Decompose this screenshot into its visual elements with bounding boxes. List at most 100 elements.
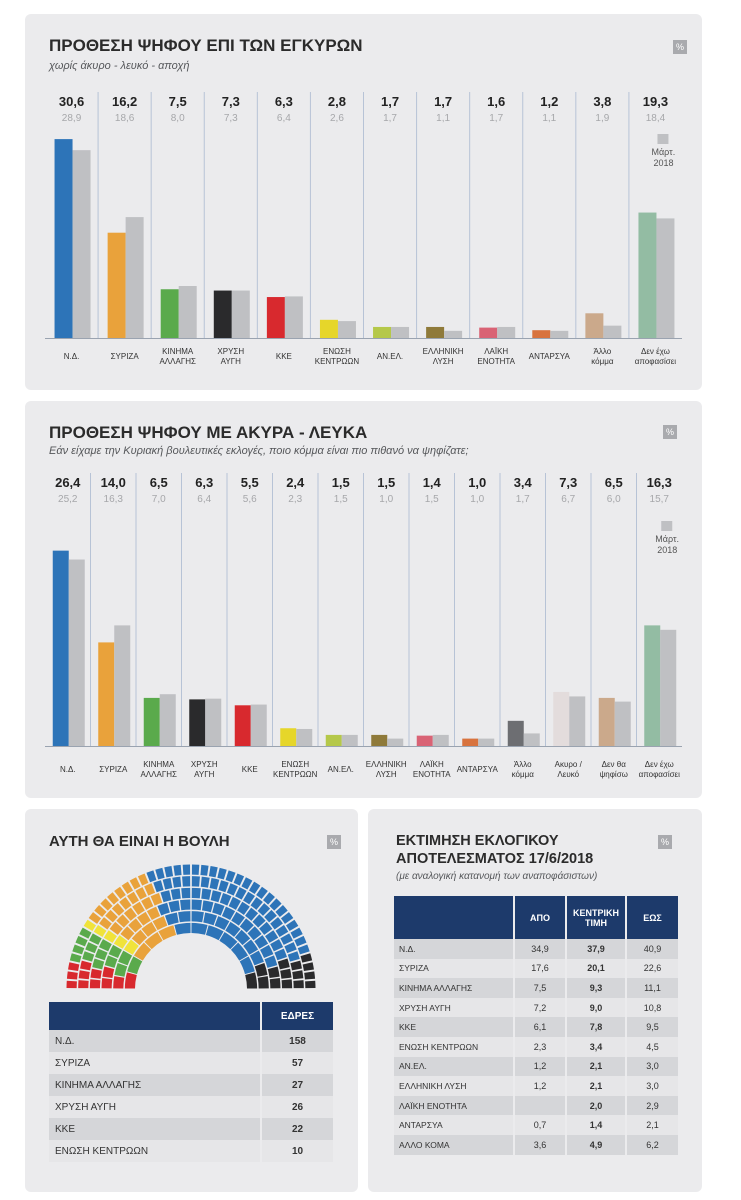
seat (78, 980, 89, 989)
category-label: Άλλο (594, 347, 612, 356)
seat (160, 890, 172, 903)
from-value: 0,7 (512, 1115, 566, 1135)
central-value: 20,1 (564, 958, 626, 979)
seat (111, 903, 125, 916)
party-name: Ν.Δ. (55, 1035, 75, 1047)
seat (239, 956, 255, 975)
seat (168, 900, 181, 913)
bar (234, 705, 251, 746)
seat (157, 902, 170, 916)
seat (280, 968, 292, 979)
compare-bar (432, 734, 449, 746)
value-label: 6,3 (275, 94, 293, 109)
seat (68, 962, 80, 972)
party-name: ΚΙΝΗΜΑ ΑΛΛΑΓΗΣ (399, 982, 473, 993)
chart-subtitle: Εάν είχαμε την Κυριακή βουλευτικές εκλογ… (49, 445, 469, 457)
value-label: 1,2 (540, 94, 558, 109)
compare-value-label: 7,3 (224, 113, 238, 124)
seat (191, 922, 208, 935)
seat (114, 962, 128, 977)
seat (191, 887, 201, 899)
seat (275, 925, 289, 937)
seat (119, 897, 132, 910)
seat (205, 925, 224, 941)
seat (243, 891, 255, 905)
value-label: 2,4 (286, 475, 305, 490)
seat (262, 892, 275, 905)
seat (209, 878, 220, 890)
seat (200, 876, 210, 888)
seat (269, 898, 282, 911)
compare-bar (296, 728, 313, 746)
bar (507, 720, 524, 746)
seat (245, 972, 258, 989)
central-value: 2,1 (564, 1056, 626, 1077)
compare-value-label: 1,7 (489, 113, 503, 124)
seat (233, 873, 245, 886)
bar (644, 625, 661, 746)
table-row: ΚΚΕ 6,1 7,8 9,5 (394, 1017, 678, 1037)
compare-value-label: 1,5 (334, 494, 348, 505)
compare-value-label: 1,9 (595, 113, 609, 124)
compare-bar (231, 290, 250, 338)
party-name: ΚΚΕ (55, 1123, 76, 1135)
seat (89, 979, 101, 989)
seat (94, 905, 107, 918)
seat (137, 911, 151, 926)
chart-title: ΠΡΟΘΕΣΗ ΨΗΦΟΥ ΕΠΙ ΤΩΝ ΕΓΚΥΡΩΝ (49, 36, 363, 55)
seat (274, 948, 287, 961)
seat (75, 935, 88, 947)
seat (69, 953, 82, 963)
to-value: 2,9 (625, 1095, 678, 1116)
central-value: 1,4 (564, 1115, 626, 1135)
from-value: 1,2 (512, 1056, 566, 1077)
value-label: 19,3 (643, 94, 668, 109)
seat (285, 919, 299, 932)
central-value: 7,8 (564, 1017, 626, 1037)
seat (121, 881, 134, 895)
party-name: ΕΛΛΗΝΙΚΗ ΛΥΣΗ (399, 1080, 467, 1091)
bar (598, 697, 615, 746)
value-label: 1,4 (423, 475, 442, 490)
category-label: ΑΛΛΑΓΗΣ (159, 357, 196, 366)
category-label: κόμμα (512, 770, 535, 779)
category-label: κόμμα (591, 357, 614, 366)
to-value: 2,1 (625, 1115, 678, 1135)
seat (203, 912, 218, 926)
legend-label: Μάρτ. (655, 534, 679, 544)
seat (95, 948, 108, 961)
bar (319, 319, 338, 338)
table-row: ΕΝΩΣΗ ΚΕΝΤΡΩΩΝ 10 (49, 1140, 333, 1162)
seat (124, 972, 137, 989)
col-central-header: ΚΕΝΤΡΙΚΗ ΤΙΜΗ (564, 896, 626, 939)
category-label: ΑΝ.ΕΛ. (328, 765, 354, 774)
seat (89, 933, 102, 945)
bar (280, 728, 297, 746)
party-name: Ν.Δ. (399, 943, 416, 954)
estimate-subtitle: (με αναλογική κατανομή των αναποφάσιστων… (396, 871, 598, 882)
party-name: ΛΑΪΚΗ ΕΝΟΤΗΤΑ (399, 1100, 467, 1111)
seat (267, 966, 280, 979)
category-label: ΚΕΝΤΡΩΩΝ (315, 357, 360, 366)
bar (266, 297, 285, 338)
compare-value-label: 1,0 (470, 494, 484, 505)
value-label: 6,5 (605, 475, 623, 490)
seat (164, 866, 174, 878)
seat (132, 901, 145, 915)
seat (127, 956, 143, 975)
category-label: ΑΝΤΑΡΣΥΑ (529, 352, 571, 361)
seats-header: ΕΔΡΕΣ (260, 1002, 333, 1030)
seat (109, 921, 123, 935)
seat (277, 958, 290, 970)
bar (213, 290, 232, 338)
seat (243, 939, 259, 955)
category-label: ΕΝΩΣΗ (323, 347, 351, 356)
category-label: ΛΥΣΗ (433, 357, 454, 366)
category-label: ΑΛΛΑΓΗΣ (141, 770, 178, 779)
compare-value-label: 6,4 (277, 113, 291, 124)
seat (162, 878, 173, 890)
party-name: ΚΙΝΗΜΑ ΑΛΛΑΓΗΣ (55, 1079, 142, 1091)
table-row: ΧΡΥΣΗ ΑΥΓΗ 7,2 9,0 10,8 (394, 997, 678, 1018)
value-label: 30,6 (59, 94, 84, 109)
seat (219, 893, 232, 906)
